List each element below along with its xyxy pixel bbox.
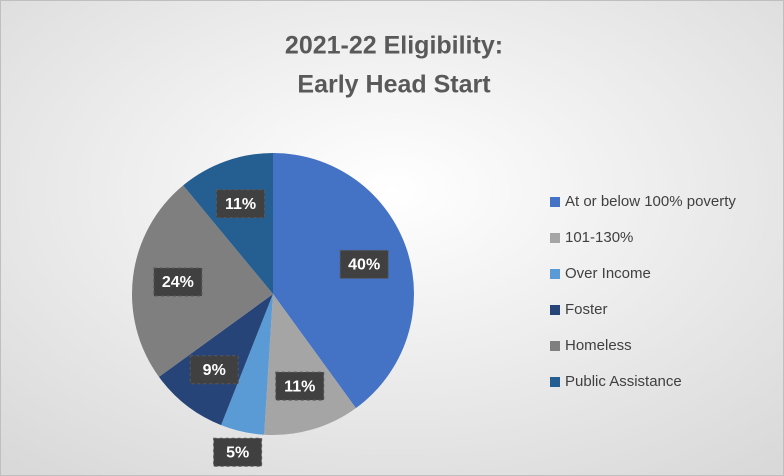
data-label: 11% [284,378,315,395]
pie-slice [273,153,414,409]
pie-slice [221,294,273,435]
data-label: 9% [203,362,226,379]
legend-swatch [550,233,560,243]
legend-label: Public Assistance [565,373,682,390]
data-labels: 40% 11% 5% 9% 24% 11% [153,189,389,467]
data-label: 40% [348,257,380,274]
data-label: 11% [225,196,256,213]
legend-label: Foster [565,301,608,318]
data-label-box [339,249,389,279]
data-label-box [275,371,325,401]
legend-label: Over Income [565,265,651,282]
legend-swatch [550,341,560,351]
legend-swatch [550,305,560,315]
legend-label: At or below 100% poverty [565,193,736,210]
pie-slice [183,153,273,294]
data-label-box [189,355,239,385]
data-label-box [216,189,266,219]
legend-label: 101-130% [565,229,633,246]
pie-slice [131,185,273,377]
data-label: 5% [226,444,249,461]
data-label: 24% [162,274,194,291]
data-label-box [153,267,203,297]
legend-swatch [550,377,560,387]
legend-label: Homeless [565,337,632,354]
chart-title: Early Head Start [297,71,491,99]
legend: At or below 100% poverty 101-130% Over Inc… [550,193,736,390]
legend-swatch [550,269,560,279]
chart-title: 2021-22 Eligibility: [285,32,503,60]
legend-swatch [550,197,560,207]
data-label-box [213,437,263,467]
